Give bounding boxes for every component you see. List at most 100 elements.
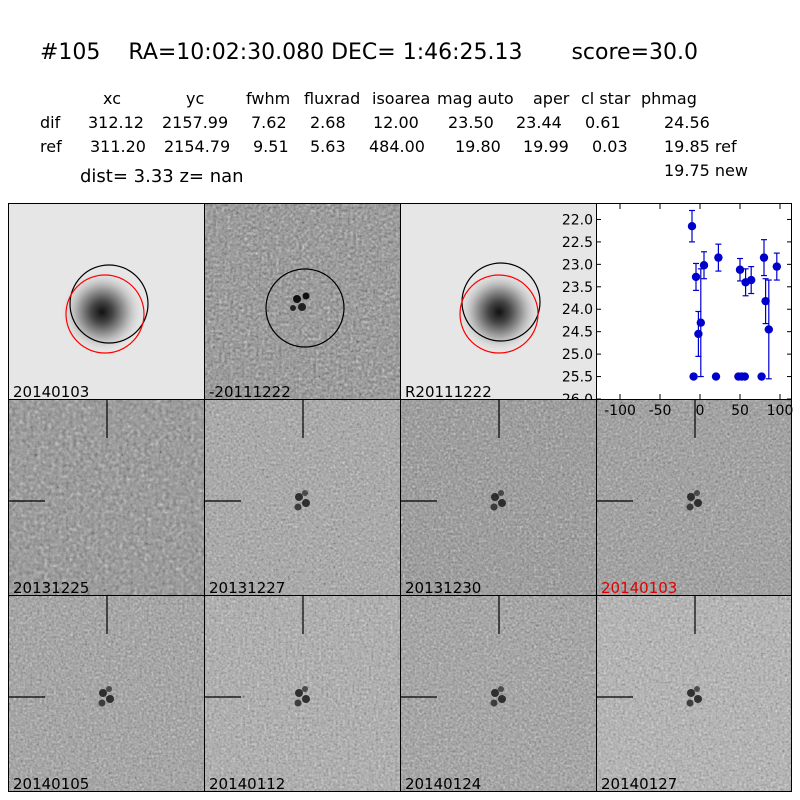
epoch-stamp-svg xyxy=(205,596,400,791)
dif-clstar: 0.61 xyxy=(585,113,621,132)
data-point xyxy=(740,372,749,381)
dif-isoarea: 12.00 xyxy=(373,113,419,132)
stamp-ref-svg xyxy=(401,204,596,399)
epoch-stamp: 20140112 xyxy=(204,595,401,792)
col-header-phmag: phmag xyxy=(641,89,697,108)
x-tick-label: -100 xyxy=(604,403,636,419)
y-tick-label: 23.0 xyxy=(562,257,593,273)
y-tick-label: 25.0 xyxy=(562,347,593,363)
data-point xyxy=(687,221,697,231)
stamp-label: 20140103 xyxy=(601,579,678,596)
y-tick-label: 22.5 xyxy=(562,235,593,251)
epoch-stamp: 20131230 xyxy=(400,399,597,596)
data-point xyxy=(689,372,698,381)
stamp-label: 20140127 xyxy=(601,775,678,792)
col-header-isoarea: isoarea xyxy=(372,89,431,108)
epoch-stamp-svg xyxy=(9,596,204,791)
data-point xyxy=(711,372,721,381)
dif-fluxrad: 2.68 xyxy=(310,113,346,132)
row-label-dif: dif xyxy=(40,113,61,132)
col-header-clstar: cl star xyxy=(581,89,631,108)
y-tick-label: 22.0 xyxy=(562,212,593,228)
source-blob xyxy=(60,270,144,354)
stamp-new-svg xyxy=(9,204,204,399)
x-tick-label: -50 xyxy=(648,403,672,419)
row-label-ref: ref xyxy=(40,137,62,156)
col-header-fluxrad: fluxrad xyxy=(304,89,361,108)
stamp-label: 20140112 xyxy=(209,775,286,792)
epoch-stamp: 20140124 xyxy=(400,595,597,792)
y-tick-label: 24.0 xyxy=(562,302,593,318)
stamp-diff-svg xyxy=(205,204,400,399)
stamp-label: 20140124 xyxy=(405,775,482,792)
data-point xyxy=(714,253,723,262)
dif-magauto: 23.50 xyxy=(448,113,494,132)
epoch-stamp-svg xyxy=(401,596,596,791)
data-point xyxy=(747,275,756,285)
ref-phmag: 19.85 ref xyxy=(664,137,737,156)
dif-xc: 312.12 xyxy=(88,113,144,132)
new-position-circle xyxy=(69,264,149,344)
y-tick-label: 23.5 xyxy=(562,280,593,296)
data-point xyxy=(761,296,770,306)
ref-xc: 311.20 xyxy=(90,137,146,156)
y-tick-label: 24.5 xyxy=(562,325,593,341)
ref-position-circle xyxy=(65,274,145,354)
data-point xyxy=(757,372,766,381)
stamp-reference-image: R20111222 xyxy=(400,203,597,400)
ref-fwhm: 9.51 xyxy=(253,137,289,156)
ref-aper: 19.99 xyxy=(523,137,569,156)
stamp-label: -20111222 xyxy=(209,383,291,400)
stamp-label: 20131225 xyxy=(13,579,90,596)
epoch-stamp: 20131225 xyxy=(8,399,205,596)
x-tick-label: 100 xyxy=(766,403,794,419)
data-point xyxy=(691,272,701,282)
epoch-stamp-svg xyxy=(205,400,400,595)
epoch-stamp: 20140105 xyxy=(8,595,205,792)
distance-redshift-line: dist= 3.33 z= nan xyxy=(80,166,244,187)
col-header-fwhm: fwhm xyxy=(246,89,291,108)
stamp-label: 20140105 xyxy=(13,775,90,792)
x-tick-label: 0 xyxy=(695,403,705,419)
candidate-id: #105 xyxy=(40,40,101,65)
new-position-circle xyxy=(265,268,345,348)
epoch-stamp-svg xyxy=(597,400,791,595)
epoch-stamp: 20140103 xyxy=(596,399,792,596)
ref-clstar: 0.03 xyxy=(592,137,628,156)
dif-phmag: 24.56 xyxy=(664,113,710,132)
data-point xyxy=(764,325,773,334)
data-point xyxy=(696,318,705,327)
x-tick-label: 50 xyxy=(731,403,749,419)
data-point xyxy=(772,262,781,271)
data-point xyxy=(699,261,709,270)
stamp-new-image: 20140103 xyxy=(8,203,205,400)
title-line: #105 RA=10:02:30.080 DEC= 1:46:25.13 sco… xyxy=(40,40,698,65)
dif-aper: 23.44 xyxy=(516,113,562,132)
stamp-label: 20131230 xyxy=(405,579,482,596)
dif-fwhm: 7.62 xyxy=(251,113,287,132)
epoch-stamp-svg xyxy=(9,400,204,595)
stamp-label: R20111222 xyxy=(405,383,492,400)
ref-yc: 2154.79 xyxy=(164,137,231,156)
ref-magauto: 19.80 xyxy=(455,137,501,156)
col-header-xc: xc xyxy=(103,89,121,108)
new-phmag: 19.75 new xyxy=(664,161,748,180)
col-header-magauto: mag auto xyxy=(437,89,514,108)
dif-yc: 2157.99 xyxy=(162,113,229,132)
ref-position-circle xyxy=(459,274,539,354)
epoch-stamp-svg xyxy=(597,596,791,791)
epoch-stamp: 20131227 xyxy=(204,399,401,596)
candidate-score: score=30.0 xyxy=(571,40,699,65)
data-point xyxy=(759,253,769,262)
stamp-label: 20140103 xyxy=(13,383,90,400)
ref-fluxrad: 5.63 xyxy=(310,137,346,156)
col-header-yc: yc xyxy=(186,89,205,108)
y-tick-label: 25.5 xyxy=(562,370,593,386)
stamp-difference-image: -20111222 xyxy=(204,203,401,400)
light-curve-svg: 22.022.523.023.524.024.525.025.526.0 xyxy=(562,203,792,408)
stamp-label: 20131227 xyxy=(209,579,286,596)
epoch-stamp-svg xyxy=(401,400,596,595)
col-header-aper: aper xyxy=(533,89,570,108)
data-point xyxy=(735,265,745,274)
light-curve-panel: 22.022.523.023.524.024.525.025.526.0 xyxy=(562,203,796,408)
